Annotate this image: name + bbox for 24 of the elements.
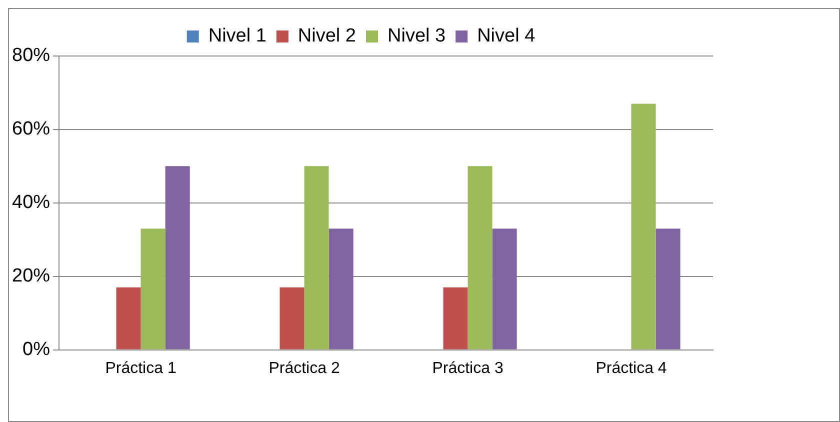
legend-label: Nivel 3 xyxy=(388,26,446,47)
x-tick-label: Práctica 3 xyxy=(432,360,504,377)
legend-label: Nivel 2 xyxy=(298,26,356,47)
bar xyxy=(165,166,190,350)
bar xyxy=(468,166,492,350)
y-tick-label: 80% xyxy=(12,45,50,66)
bar xyxy=(304,166,329,350)
x-tick-label: Práctica 1 xyxy=(105,360,176,377)
x-tick-label: Práctica 2 xyxy=(268,360,340,377)
bar xyxy=(656,228,680,350)
bar xyxy=(492,228,517,350)
bar xyxy=(631,104,656,350)
bar xyxy=(328,228,354,350)
bar xyxy=(140,228,166,350)
y-tick-label: 60% xyxy=(12,118,50,140)
bar xyxy=(443,287,468,350)
y-tick-label: 40% xyxy=(12,192,50,214)
bar xyxy=(280,287,304,350)
x-tick-label: Práctica 4 xyxy=(596,360,667,377)
legend-label: Nivel 1 xyxy=(208,26,266,47)
y-tick-label: 0% xyxy=(22,339,50,360)
bar xyxy=(116,287,141,350)
y-tick-label: 20% xyxy=(12,266,50,287)
legend-label: Nivel 4 xyxy=(477,26,536,47)
